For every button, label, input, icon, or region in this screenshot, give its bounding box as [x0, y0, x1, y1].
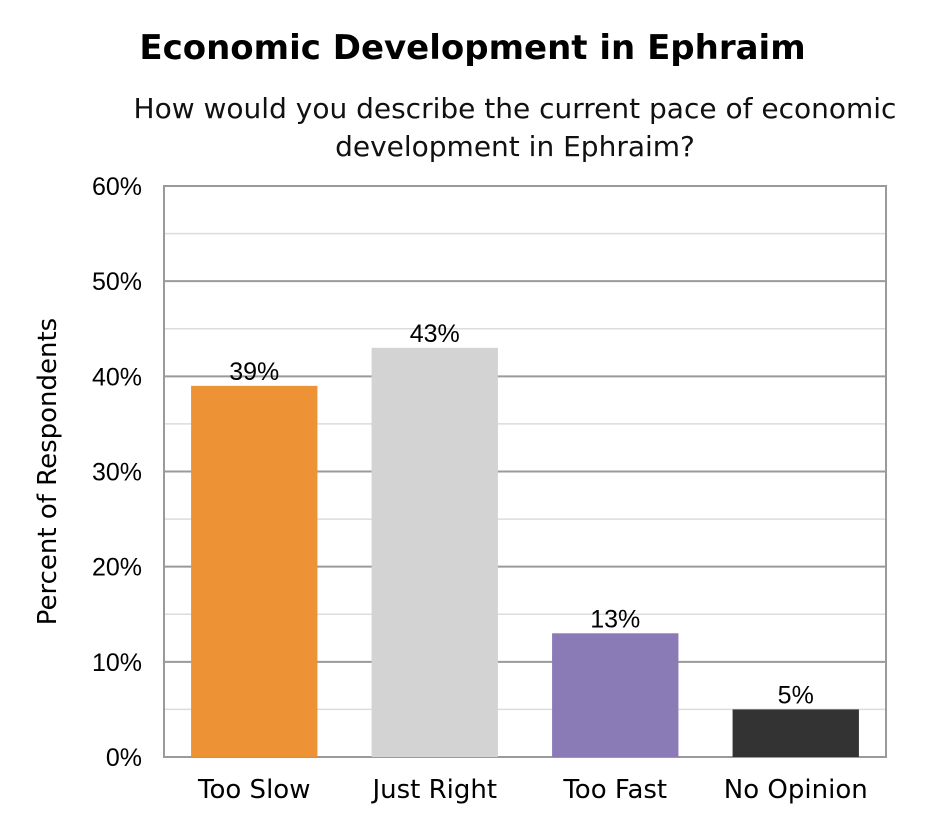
data-label: 13% [590, 605, 640, 633]
y-tick-label: 20% [92, 554, 142, 582]
y-tick-label: 60% [92, 173, 142, 201]
y-axis-title: Percent of Respondents [33, 318, 63, 625]
y-tick-label: 30% [92, 459, 142, 487]
bar [732, 709, 859, 757]
plot-border [163, 185, 887, 758]
chart-subtitle: How would you describe the current pace … [133, 92, 897, 163]
bar [191, 385, 318, 757]
x-tick-label: No Opinion [724, 775, 868, 805]
y-tick-label: 50% [92, 268, 142, 296]
y-tick-label: 40% [92, 363, 142, 391]
chart-title: Economic Development in Ephraim [139, 28, 806, 68]
x-tick-label: Too Slow [197, 775, 310, 805]
bar [371, 347, 498, 757]
y-tick-label: 10% [92, 649, 142, 677]
data-label: 39% [229, 358, 279, 386]
y-tick-label: 0% [106, 744, 142, 772]
x-tick-label: Just Right [370, 775, 497, 805]
x-tick-label: Too Fast [562, 775, 667, 805]
data-label: 43% [410, 320, 460, 348]
data-label: 5% [778, 681, 814, 709]
bar [552, 633, 679, 757]
